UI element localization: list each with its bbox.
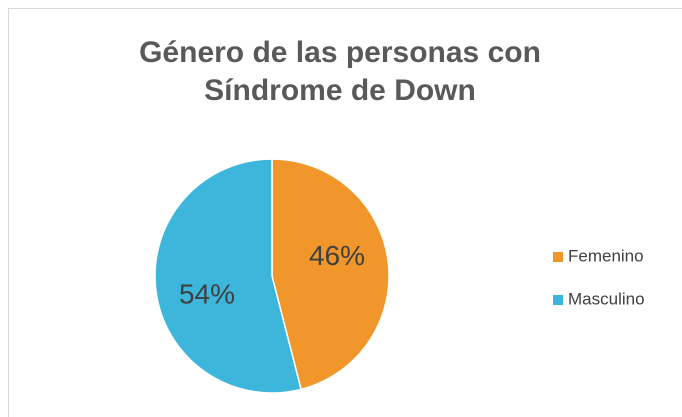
legend-swatch: [553, 295, 563, 305]
pie-slice: [154, 158, 303, 394]
data-label: 54%: [179, 279, 235, 310]
legend-swatch: [553, 252, 563, 262]
data-label: 46%: [309, 240, 365, 271]
legend-label: Masculino: [568, 289, 645, 308]
chart-title: Género de las personas con Síndrome de D…: [139, 36, 541, 107]
legend-label: Femenino: [568, 246, 644, 265]
pie-slice: [271, 158, 390, 391]
chart-frame: [8, 8, 682, 417]
